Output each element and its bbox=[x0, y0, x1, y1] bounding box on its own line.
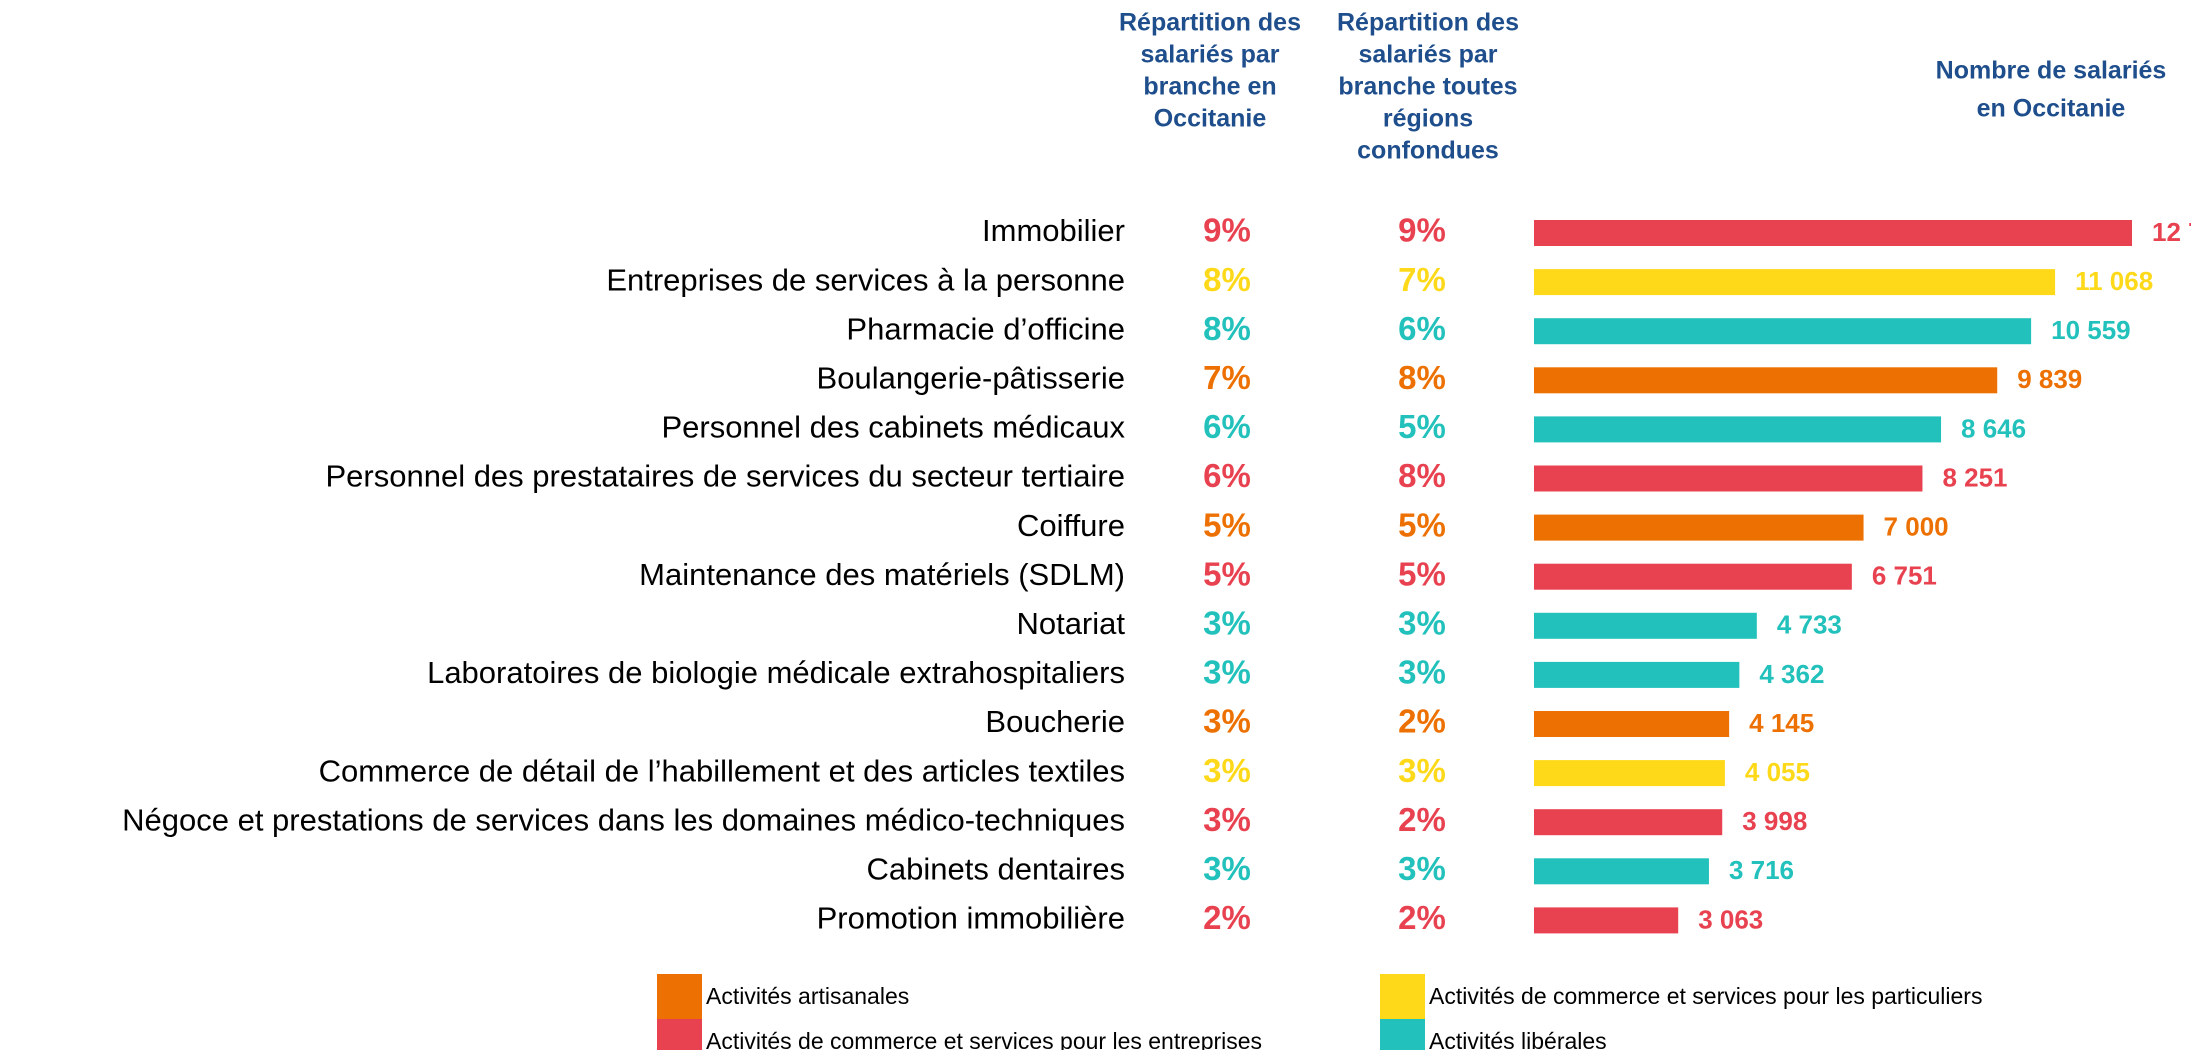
share-occitanie: 6% bbox=[1203, 408, 1251, 445]
share-occitanie: 5% bbox=[1203, 555, 1251, 592]
category-label: Pharmacie d’officine bbox=[846, 311, 1125, 346]
share-national: 3% bbox=[1398, 752, 1446, 789]
share-national: 5% bbox=[1398, 408, 1446, 445]
value-label: 12 702 bbox=[2152, 217, 2191, 247]
bar bbox=[1534, 661, 1740, 688]
column-header: en Occitanie bbox=[1977, 95, 2126, 123]
share-occitanie: 3% bbox=[1203, 654, 1251, 691]
column-header: branche en bbox=[1143, 73, 1276, 101]
share-national: 8% bbox=[1398, 359, 1446, 396]
value-label: 3 998 bbox=[1742, 806, 1807, 836]
value-label: 3 716 bbox=[1729, 855, 1794, 885]
share-occitanie: 3% bbox=[1203, 605, 1251, 642]
bar bbox=[1534, 612, 1757, 639]
category-label: Notariat bbox=[1016, 606, 1125, 641]
legend-label: Activités libérales bbox=[1429, 1028, 1607, 1050]
legend-swatch bbox=[657, 1019, 702, 1050]
category-label: Immobilier bbox=[982, 213, 1125, 248]
legend-swatch bbox=[1380, 1019, 1425, 1050]
share-national: 6% bbox=[1398, 310, 1446, 347]
legend-swatch bbox=[1380, 974, 1425, 1019]
column-header: Occitanie bbox=[1154, 105, 1267, 133]
bar bbox=[1534, 760, 1725, 787]
category-label: Boulangerie-pâtisserie bbox=[817, 360, 1125, 395]
category-label: Coiffure bbox=[1017, 508, 1125, 543]
share-national: 2% bbox=[1398, 899, 1446, 936]
bar bbox=[1534, 269, 2056, 296]
category-label: Boucherie bbox=[985, 704, 1125, 739]
share-occitanie: 9% bbox=[1203, 212, 1251, 249]
category-label: Promotion immobilière bbox=[817, 901, 1125, 936]
value-label: 4 362 bbox=[1759, 659, 1824, 689]
column-header: salariés par bbox=[1359, 41, 1498, 69]
category-label: Personnel des prestataires de services d… bbox=[325, 459, 1125, 494]
share-national: 5% bbox=[1398, 506, 1446, 543]
share-national: 2% bbox=[1398, 703, 1446, 740]
category-label: Maintenance des matériels (SDLM) bbox=[639, 557, 1125, 592]
legend-label: Activités de commerce et services pour l… bbox=[1429, 983, 1982, 1009]
share-national: 7% bbox=[1398, 261, 1446, 298]
share-national: 5% bbox=[1398, 555, 1446, 592]
column-header: régions bbox=[1383, 105, 1473, 133]
value-label: 7 000 bbox=[1884, 511, 1949, 541]
legend-label: Activités de commerce et services pour l… bbox=[706, 1028, 1262, 1050]
bar bbox=[1534, 563, 1852, 590]
share-occitanie: 6% bbox=[1203, 457, 1251, 494]
share-occitanie: 3% bbox=[1203, 801, 1251, 838]
bar bbox=[1534, 907, 1679, 934]
value-label: 6 751 bbox=[1872, 561, 1937, 591]
column-header: Répartition des bbox=[1337, 9, 1519, 37]
value-label: 8 251 bbox=[1942, 462, 2007, 492]
category-label: Personnel des cabinets médicaux bbox=[661, 410, 1125, 445]
share-national: 3% bbox=[1398, 654, 1446, 691]
bar bbox=[1534, 220, 2132, 246]
category-label: Entreprises de services à la personne bbox=[606, 262, 1125, 297]
column-header: Répartition des bbox=[1119, 9, 1301, 37]
share-occitanie: 3% bbox=[1203, 703, 1251, 740]
share-national: 9% bbox=[1398, 212, 1446, 249]
legend-swatch bbox=[657, 974, 702, 1019]
value-label: 4 145 bbox=[1749, 708, 1814, 738]
value-label: 4 055 bbox=[1745, 757, 1810, 787]
share-occitanie: 8% bbox=[1203, 261, 1251, 298]
category-label: Commerce de détail de l’habillement et d… bbox=[319, 753, 1125, 788]
share-national: 8% bbox=[1398, 457, 1446, 494]
value-label: 8 646 bbox=[1961, 413, 2026, 443]
share-occitanie: 2% bbox=[1203, 899, 1251, 936]
share-occitanie: 8% bbox=[1203, 310, 1251, 347]
bar bbox=[1534, 858, 1709, 885]
category-label: Laboratoires de biologie médicale extrah… bbox=[427, 655, 1125, 690]
category-label: Négoce et prestations de services dans l… bbox=[122, 802, 1125, 837]
column-header: Nombre de salariés bbox=[1936, 57, 2167, 85]
value-label: 11 068 bbox=[2075, 266, 2153, 296]
share-national: 3% bbox=[1398, 605, 1446, 642]
share-occitanie: 5% bbox=[1203, 506, 1251, 543]
value-label: 9 839 bbox=[2017, 364, 2082, 394]
share-national: 2% bbox=[1398, 801, 1446, 838]
column-header: salariés par bbox=[1141, 41, 1280, 69]
bar bbox=[1534, 367, 1998, 394]
bar bbox=[1534, 465, 1923, 492]
bar bbox=[1534, 514, 1864, 541]
share-occitanie: 3% bbox=[1203, 752, 1251, 789]
value-label: 4 733 bbox=[1777, 610, 1842, 640]
column-header: confondues bbox=[1357, 137, 1499, 165]
bar bbox=[1534, 318, 2032, 345]
bar bbox=[1534, 416, 1942, 443]
share-occitanie: 7% bbox=[1203, 359, 1251, 396]
value-label: 10 559 bbox=[2051, 315, 2131, 345]
share-national: 3% bbox=[1398, 850, 1446, 887]
bar bbox=[1534, 809, 1723, 836]
value-label: 3 063 bbox=[1698, 904, 1763, 934]
category-label: Cabinets dentaires bbox=[867, 851, 1126, 886]
share-occitanie: 3% bbox=[1203, 850, 1251, 887]
column-header: branche toutes bbox=[1338, 73, 1517, 101]
bar bbox=[1534, 711, 1730, 737]
legend-label: Activités artisanales bbox=[706, 983, 909, 1009]
